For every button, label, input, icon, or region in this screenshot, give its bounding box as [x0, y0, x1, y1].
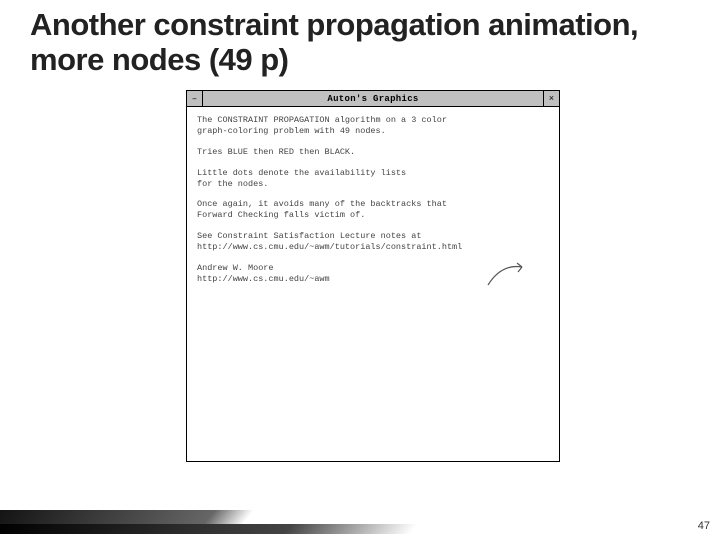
- window-titlebar: – Auton's Graphics ×: [187, 91, 559, 107]
- body-paragraph: The CONSTRAINT PROPAGATION algorithm on …: [197, 115, 549, 137]
- body-paragraph: Once again, it avoids many of the backtr…: [197, 199, 549, 221]
- body-paragraph: Andrew W. Moore http://www.cs.cmu.edu/~a…: [197, 263, 549, 285]
- body-paragraph: See Constraint Satisfaction Lecture note…: [197, 231, 549, 253]
- slide: Another constraint propagation animation…: [0, 0, 720, 540]
- slide-title: Another constraint propagation animation…: [30, 8, 670, 77]
- body-paragraph: Tries BLUE then RED then BLACK.: [197, 147, 549, 158]
- decorative-shard: [0, 524, 418, 534]
- page-number: 47: [698, 520, 710, 532]
- window-body: The CONSTRAINT PROPAGATION algorithm on …: [187, 107, 559, 305]
- window-title: Auton's Graphics: [203, 91, 543, 106]
- body-paragraph: Little dots denote the availability list…: [197, 168, 549, 190]
- window-menu-icon: –: [187, 91, 203, 106]
- close-icon: ×: [543, 91, 559, 106]
- embedded-window: – Auton's Graphics × The CONSTRAINT PROP…: [186, 90, 560, 462]
